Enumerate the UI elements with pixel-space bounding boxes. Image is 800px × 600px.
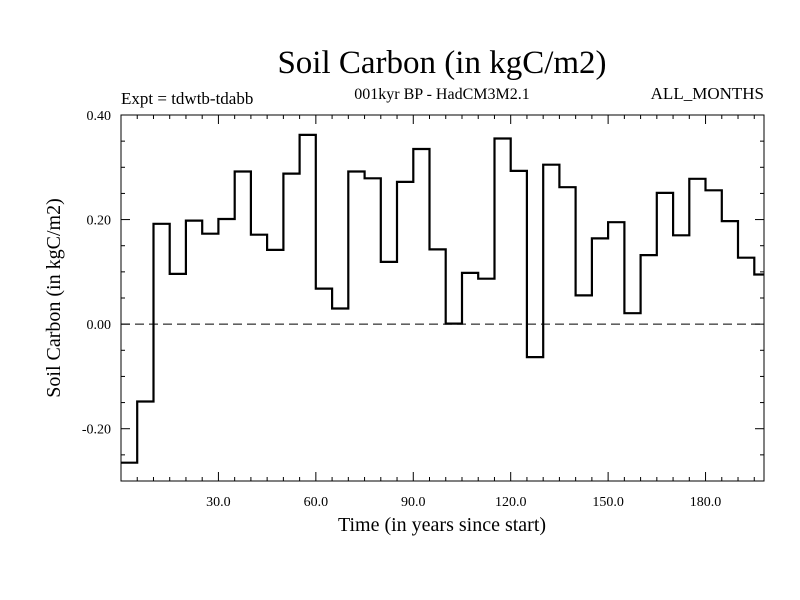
plot-series [121, 133, 764, 464]
x-tick-label: 180.0 [690, 495, 722, 510]
y-axis-label: Soil Carbon (in kgC/m2) [43, 198, 65, 397]
x-tick-label: 30.0 [206, 495, 231, 510]
y-tick-label: 0.40 [87, 109, 112, 124]
x-tick-label: 90.0 [401, 495, 426, 510]
months-label: ALL_MONTHS [651, 84, 764, 103]
plot-axes: 30.0 60.0 90.0 120.0 150.0 180.0 -0.20 0.00 0.20… [82, 109, 765, 510]
x-tick-label: 150.0 [592, 495, 624, 510]
y-tick-label: 0.00 [87, 318, 112, 333]
soil-carbon-step-line [121, 133, 764, 464]
x-tick-label: 120.0 [495, 495, 527, 510]
chart-title: Soil Carbon (in kgC/m2) [277, 45, 606, 81]
plot-frame [120, 114, 765, 482]
x-tick-label: 60.0 [304, 495, 329, 510]
experiment-label: Expt = tdwtb-tdabb [121, 89, 253, 108]
chart-subtitle: 001kyr BP - HadCM3M2.1 [354, 86, 529, 103]
y-tick-label: 0.20 [87, 214, 112, 229]
y-tick-label: -0.20 [82, 423, 111, 438]
x-axis-label: Time (in years since start) [338, 514, 546, 536]
